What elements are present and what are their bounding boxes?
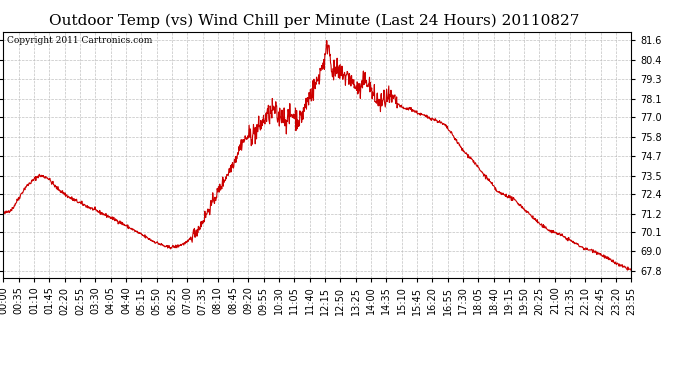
- Text: Outdoor Temp (vs) Wind Chill per Minute (Last 24 Hours) 20110827: Outdoor Temp (vs) Wind Chill per Minute …: [49, 13, 579, 27]
- Text: Copyright 2011 Cartronics.com: Copyright 2011 Cartronics.com: [7, 36, 152, 45]
